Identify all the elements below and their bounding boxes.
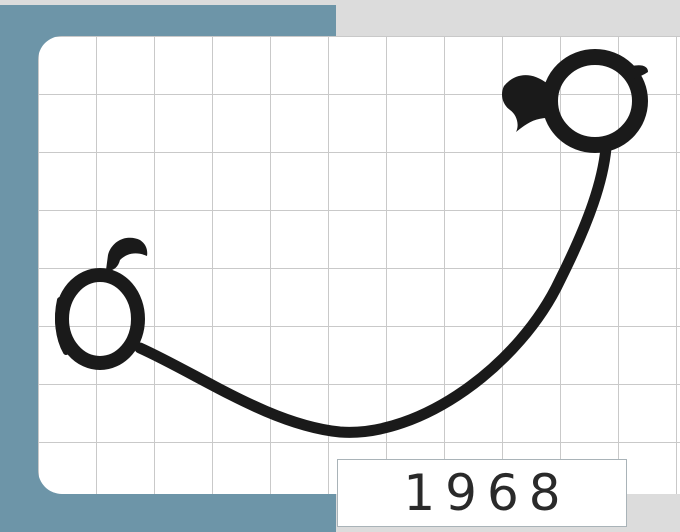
ring-right-icon [502,57,648,145]
connecting-cord-icon [140,148,606,432]
ring-left-icon [58,238,147,363]
year-label: 1968 [393,468,570,518]
year-box: 1968 [337,459,627,527]
